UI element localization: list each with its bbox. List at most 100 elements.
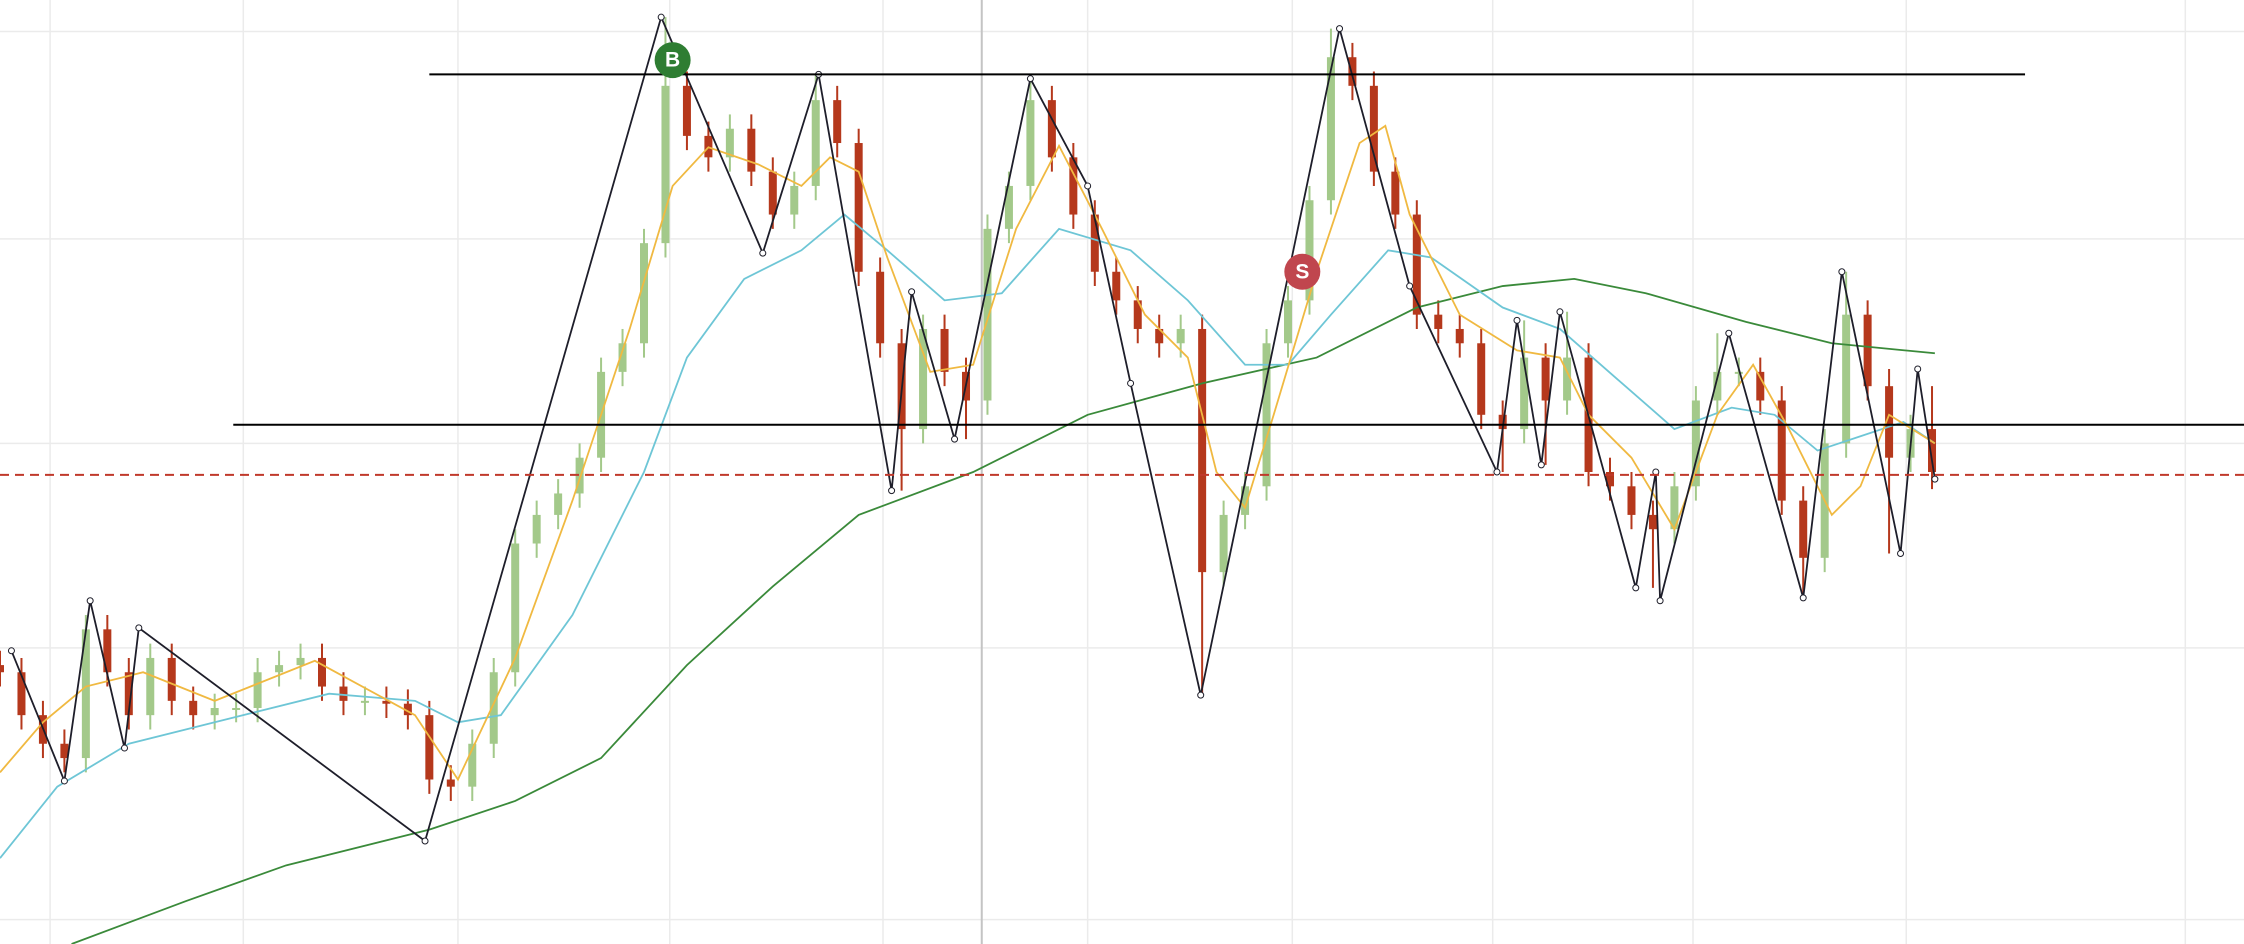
candle-body	[1777, 400, 1786, 501]
candle-body	[360, 700, 369, 703]
candle-body	[60, 743, 69, 759]
candle-body	[1670, 486, 1679, 530]
candle-body	[1863, 314, 1872, 387]
candle-body	[940, 328, 949, 372]
pivot	[1026, 75, 1034, 83]
candle-body	[1369, 85, 1378, 172]
candle-body	[1155, 328, 1164, 344]
candle-body	[1198, 328, 1207, 573]
candle-body	[1756, 371, 1765, 401]
candle-body	[318, 657, 327, 687]
candle-body	[425, 715, 434, 780]
candle-body	[554, 493, 563, 515]
candle-body	[1241, 486, 1250, 515]
pivot	[951, 435, 959, 443]
candle-body	[146, 657, 155, 716]
candle-body	[790, 185, 799, 215]
candle-body	[1434, 314, 1443, 329]
candle-body	[1563, 357, 1572, 401]
signal-label: B	[665, 49, 680, 72]
candle-body	[618, 343, 627, 372]
candle-body	[1219, 514, 1228, 573]
candle-body	[876, 271, 885, 344]
candle-body	[1648, 514, 1657, 530]
signal-marker	[1284, 253, 1321, 290]
candle-body	[339, 686, 348, 701]
pivot	[1799, 594, 1807, 602]
candle-body	[1176, 328, 1185, 344]
candle-body	[1520, 357, 1529, 430]
pivot	[888, 487, 896, 495]
pivot	[1197, 691, 1205, 699]
candle-body	[1455, 328, 1464, 344]
candle-body	[511, 543, 520, 673]
candle-body	[489, 672, 498, 744]
candle-body	[232, 708, 241, 710]
pivot	[1632, 584, 1640, 592]
candle-body	[1026, 100, 1035, 186]
pivot	[86, 597, 94, 605]
pivot	[7, 647, 15, 655]
candle-body	[210, 708, 219, 716]
candle-body	[682, 85, 691, 136]
candle-body	[854, 143, 863, 272]
series-line	[71, 278, 1935, 944]
pivot	[1914, 365, 1922, 373]
candle-body	[446, 779, 455, 787]
candle-body	[103, 629, 112, 673]
candle-body	[1606, 472, 1615, 487]
pivot	[1493, 468, 1501, 476]
candle-body	[1348, 57, 1357, 86]
candle-body	[1734, 371, 1743, 374]
candle-body	[640, 243, 649, 344]
candle-body	[124, 672, 133, 716]
candle-body	[1047, 100, 1056, 158]
pivot	[1084, 182, 1092, 190]
candle-body	[1284, 300, 1293, 344]
candle-body	[1133, 300, 1142, 329]
pivot	[1897, 550, 1905, 558]
series-line	[10, 14, 1936, 843]
candle-body	[403, 703, 412, 716]
candle-body	[661, 85, 670, 244]
candle-body	[0, 665, 4, 673]
candle-body	[575, 457, 584, 494]
candle-body	[1090, 214, 1099, 272]
candle-body	[919, 328, 928, 430]
candle-body	[275, 665, 284, 673]
candle-body	[1541, 357, 1550, 401]
pivot	[1127, 379, 1135, 387]
pivot	[759, 249, 767, 257]
candle-body	[17, 672, 26, 716]
candle-body	[725, 128, 734, 158]
series-line	[0, 213, 1936, 859]
pivot	[1838, 268, 1846, 276]
candle-body	[468, 743, 477, 787]
candle-body	[1305, 200, 1314, 301]
pivot	[1537, 461, 1545, 469]
pivot	[1513, 316, 1521, 324]
candle-body	[811, 100, 820, 186]
pivot	[121, 744, 129, 752]
pivot	[135, 624, 143, 632]
candle-body	[167, 657, 176, 701]
candle-body	[1069, 157, 1078, 215]
candle-body	[382, 700, 391, 704]
candle-body	[296, 657, 305, 666]
pivot	[1931, 475, 1939, 483]
pivot	[60, 777, 68, 785]
pivot	[1656, 597, 1664, 605]
candle-body	[1928, 429, 1937, 472]
signal-marker	[654, 42, 691, 79]
pivot	[1556, 308, 1564, 316]
candle-body	[1326, 57, 1335, 201]
candle-body	[189, 700, 198, 716]
pivot	[1336, 25, 1344, 33]
candle-body	[1691, 400, 1700, 487]
candle-body	[253, 672, 262, 708]
candle-body	[768, 171, 777, 215]
candle-body	[81, 629, 90, 759]
series-line	[0, 124, 1936, 782]
